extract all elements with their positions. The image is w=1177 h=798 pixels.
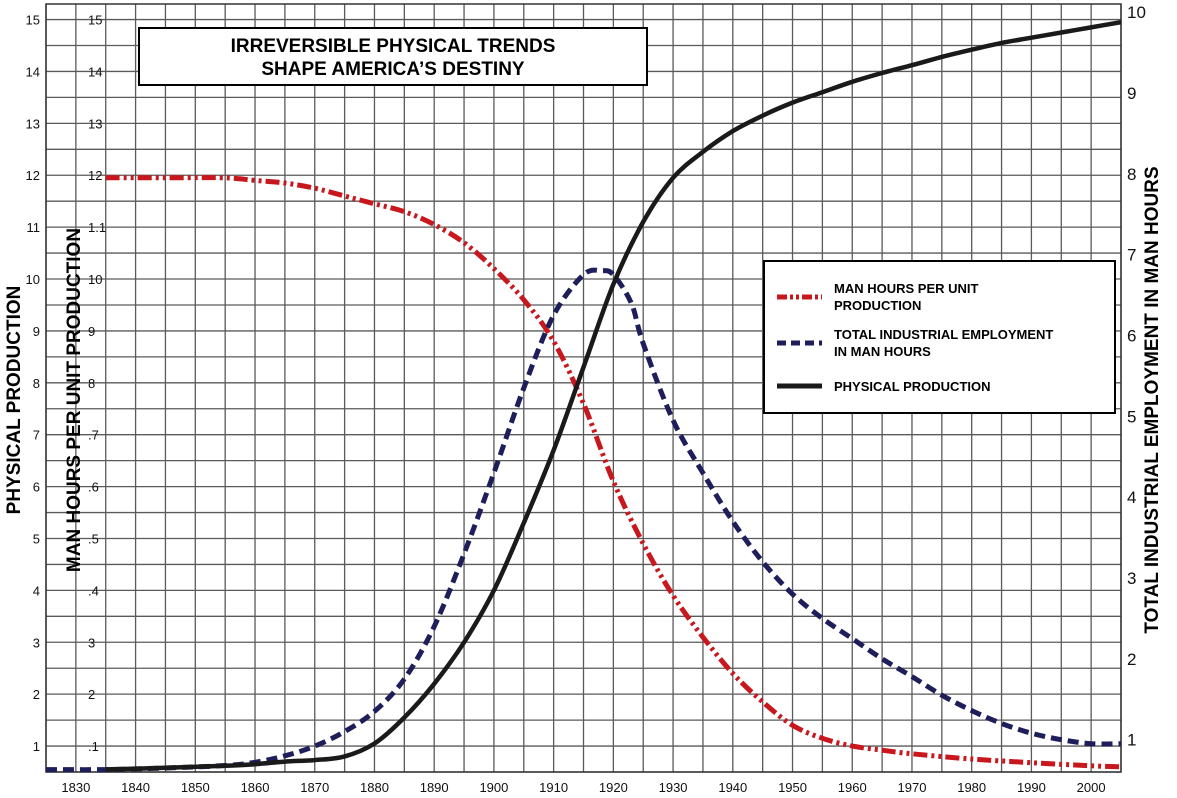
x-tick-label: 1830 [61, 780, 90, 795]
legend-label-physical-production: PHYSICAL PRODUCTION [834, 379, 991, 394]
y-axis-title-physical-production: PHYSICAL PRODUCTION [4, 286, 25, 515]
legend-label-employment-line-2: IN MAN HOURS [834, 344, 931, 359]
x-tick-label: 1910 [539, 780, 568, 795]
x-tick-label: 1940 [718, 780, 747, 795]
x-tick-label: 1870 [300, 780, 329, 795]
x-tick-label: 2000 [1077, 780, 1106, 795]
y-left-tick-label: 7 [33, 428, 40, 443]
series-layer [45, 19, 1122, 773]
y-right-tick-label: 10 [1127, 3, 1146, 22]
y-left-tick-label: 4 [33, 583, 40, 598]
y-right-tick-label: 4 [1127, 488, 1136, 507]
y-right-tick-label: 8 [1127, 165, 1136, 184]
series-line-man-hours-per-unit-production [105, 175, 1122, 770]
x-tick-label: 1920 [599, 780, 628, 795]
x-tick-label: 1960 [838, 780, 867, 795]
legend-label-man-hours-line-1: MAN HOURS PER UNIT [834, 281, 979, 296]
y-left-tick-label: 5 [33, 531, 40, 546]
y-left-inner-tick-label: 15 [88, 13, 102, 28]
y-left-inner-tick-label: .5 [88, 531, 99, 546]
legend-label-employment-line-1: TOTAL INDUSTRIAL EMPLOYMENT [834, 327, 1053, 342]
y-left-tick-label: 13 [26, 116, 40, 131]
x-tick-label: 1900 [479, 780, 508, 795]
y-left-tick-label: 14 [26, 64, 40, 79]
y-left-inner-tick-label: 1.1 [88, 220, 106, 235]
y-left-inner-tick-label: 9 [88, 324, 95, 339]
y-right-tick-label: 9 [1127, 84, 1136, 103]
series-line-physical-production [105, 19, 1122, 772]
y-left-tick-label: 8 [33, 376, 40, 391]
y-left-inner-ticks: .1 2 3 .4 .5 .6 .7 8 9 10 1.1 12 13 14 15 [88, 13, 106, 754]
x-tick-label: 1950 [778, 780, 807, 795]
grid [45, 3, 1122, 773]
chart-title-line-2: SHAPE AMERICA’S DESTINY [261, 59, 525, 80]
x-tick-label: 1880 [360, 780, 389, 795]
x-tick-label: 1890 [420, 780, 449, 795]
title-box: IRREVERSIBLE PHYSICAL TRENDS SHAPE AMERI… [138, 27, 648, 86]
y-left-inner-tick-label: .4 [88, 583, 99, 598]
y-left-inner-tick-label: 13 [88, 116, 102, 131]
y-left-inner-tick-label: 10 [88, 272, 102, 287]
y-left-tick-label: 11 [27, 220, 41, 235]
y-left-inner-tick-label: .1 [88, 739, 99, 754]
y-left-tick-label: 3 [33, 635, 40, 650]
legend: MAN HOURS PER UNIT PRODUCTION TOTAL INDU… [763, 260, 1116, 414]
y-right-tick-label: 5 [1127, 407, 1136, 426]
x-ticks: 1830 1840 1850 1860 1870 1880 1890 1900 1910 1920… [61, 780, 1105, 795]
y-right-tick-label: 7 [1127, 246, 1136, 265]
x-tick-label: 1860 [241, 780, 270, 795]
y-left-tick-label: 12 [26, 168, 40, 183]
y-left-inner-tick-label: 12 [88, 168, 102, 183]
x-tick-label: 1850 [181, 780, 210, 795]
y-left-inner-tick-label: .6 [88, 480, 99, 495]
x-tick-label: 1980 [957, 780, 986, 795]
y-left-tick-label: 1 [33, 739, 40, 754]
y-right-tick-label: 1 [1127, 731, 1136, 750]
y-right-tick-label: 6 [1127, 326, 1136, 345]
y-right-tick-label: 3 [1127, 569, 1136, 588]
x-tick-label: 1970 [898, 780, 927, 795]
y-left-inner-tick-label: 3 [88, 635, 95, 650]
legend-label-man-hours-line-2: PRODUCTION [834, 298, 921, 313]
y-left-tick-label: 10 [26, 272, 40, 287]
y-left-inner-tick-label: 2 [88, 687, 95, 702]
x-tick-label: 1990 [1017, 780, 1046, 795]
y-axis-title-total-industrial-employment: TOTAL INDUSTRIAL EMPLOYMENT IN MAN HOURS [1142, 166, 1163, 633]
y-axis-title-man-hours-per-unit: MAN HOURS PER UNIT PRODUCTION [64, 228, 85, 572]
y-right-ticks: 1 2 3 4 5 6 7 8 9 10 [1127, 3, 1146, 750]
chart-title-line-1: IRREVERSIBLE PHYSICAL TRENDS [231, 36, 556, 57]
y-left-inner-tick-label: .7 [88, 428, 99, 443]
y-left-tick-label: 2 [33, 687, 40, 702]
legend-box [763, 260, 1116, 414]
y-left-tick-label: 9 [33, 324, 40, 339]
y-left-tick-label: 6 [33, 480, 40, 495]
plot-frame [45, 3, 1122, 773]
y-right-tick-label: 2 [1127, 650, 1136, 669]
y-left-inner-tick-label: 8 [88, 376, 95, 391]
y-left-inner-tick-label: 14 [88, 64, 102, 79]
y-left-tick-label: 15 [26, 13, 40, 28]
x-tick-label: 1930 [659, 780, 688, 795]
x-tick-label: 1840 [121, 780, 150, 795]
